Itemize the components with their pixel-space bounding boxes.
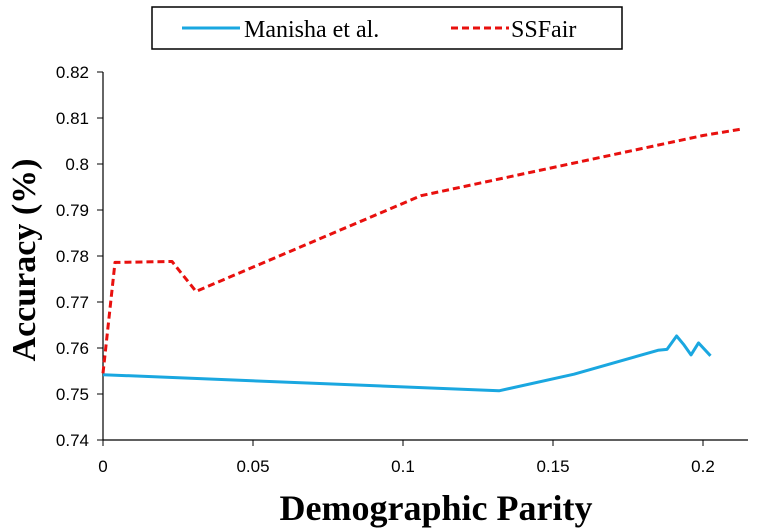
y-tick-label: 0.81 (56, 109, 89, 128)
series-group (101, 127, 743, 393)
x-tick-label: 0.2 (691, 457, 715, 476)
y-tick-label: 0.76 (56, 339, 89, 358)
x-axis-title: Demographic Parity (280, 488, 593, 528)
legend: Manisha et al. SSFair (151, 6, 623, 50)
x-tick-label: 0.05 (236, 457, 269, 476)
series-line-manisha (102, 334, 712, 393)
x-ticks: 0 0.05 0.1 0.15 0.2 (98, 440, 715, 476)
y-tick-label: 0.74 (56, 431, 89, 450)
y-tick-label: 0.77 (56, 293, 89, 312)
legend-label-ssfair: SSFair (511, 17, 576, 43)
x-tick-label: 0.1 (391, 457, 415, 476)
y-ticks: 0.74 0.75 0.76 0.77 0.78 0.79 0.8 0.81 0.82 (56, 63, 103, 450)
legend-label-manisha: Manisha et al. (244, 17, 379, 43)
y-tick-label: 0.78 (56, 247, 89, 266)
y-tick-label: 0.79 (56, 201, 89, 220)
series-line-ssfair (101, 127, 743, 374)
y-tick-label: 0.82 (56, 63, 89, 82)
y-axis-title: Accuracy (%) (6, 159, 43, 362)
x-tick-label: 0 (98, 457, 107, 476)
x-tick-label: 0.15 (536, 457, 569, 476)
y-tick-label: 0.8 (65, 155, 89, 174)
axes (102, 72, 748, 441)
y-tick-label: 0.75 (56, 385, 89, 404)
